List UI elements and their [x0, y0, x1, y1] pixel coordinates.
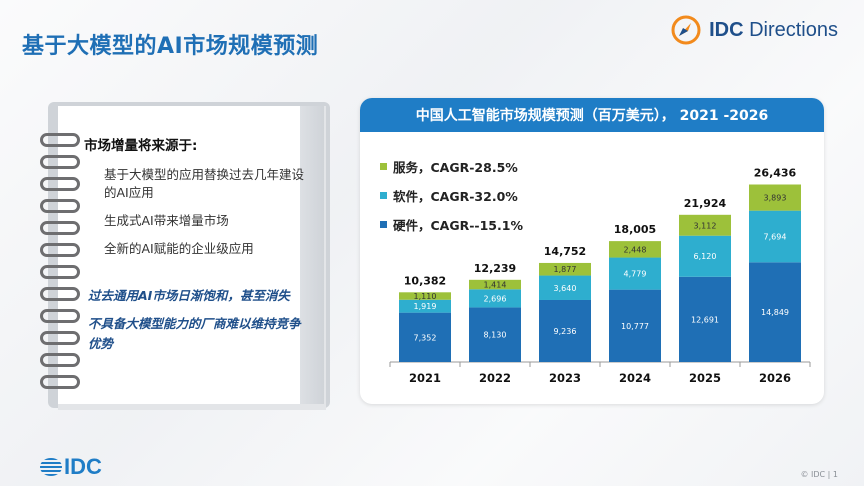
bar-segment	[749, 184, 801, 211]
ring-icon	[40, 326, 80, 348]
bar-segment	[539, 299, 591, 362]
bar-value-label: 1,414	[484, 281, 507, 290]
bar-value-label: 3,640	[554, 284, 577, 293]
bar-total-label: 14,752	[544, 245, 586, 258]
bar-total-label: 21,924	[684, 197, 727, 210]
legend-swatch	[380, 163, 387, 170]
notebook-rings	[40, 128, 80, 392]
legend-item: 硬件，CAGR--15.1%	[380, 210, 523, 239]
ring-icon	[40, 304, 80, 326]
bar-total-label: 26,436	[754, 167, 797, 180]
notes-item: 生成式AI带来增量市场	[104, 213, 229, 228]
bar-segment	[399, 299, 451, 313]
x-tick-label: 2023	[549, 371, 581, 385]
bar-value-label: 1,877	[554, 265, 577, 274]
bar-segment	[469, 279, 521, 290]
idc-globe-icon	[40, 458, 62, 476]
bar-segment	[469, 307, 521, 362]
x-tick-label: 2022	[479, 371, 511, 385]
ring-icon	[40, 348, 80, 370]
chart-panel: 中国人工智能市场规模预测（百万美元）， 2021 -2026 服务，CAGR-2…	[360, 98, 824, 404]
bar-value-label: 7,694	[764, 232, 787, 241]
legend-item: 软件，CAGR-32.0%	[380, 181, 523, 210]
ring-icon	[40, 216, 80, 238]
ring-icon	[40, 150, 80, 172]
bar-value-label: 8,130	[484, 331, 507, 340]
bar-segment	[609, 289, 661, 362]
bar-value-label: 4,779	[624, 270, 647, 279]
bar-segment	[469, 289, 521, 308]
bar-segment	[539, 262, 591, 276]
legend-item: 服务，CAGR-28.5%	[380, 152, 523, 181]
bar-value-label: 7,352	[414, 333, 437, 342]
bar-total-label: 12,239	[474, 262, 516, 275]
bar-value-label: 2,448	[624, 245, 647, 254]
bar-segment	[609, 241, 661, 258]
notes-item: 全新的AI赋能的企业级应用	[104, 241, 254, 256]
x-tick-label: 2025	[689, 371, 721, 385]
bar-segment	[749, 210, 801, 263]
bar-value-label: 1,110	[414, 292, 437, 301]
copyright: © IDC | 1	[800, 470, 838, 479]
bar-total-label: 18,005	[614, 223, 656, 236]
ring-icon	[40, 282, 80, 304]
idc-directions-logo: IDC Directions	[671, 14, 838, 46]
bar-value-label: 10,777	[621, 322, 649, 331]
chart-panel-header: 中国人工智能市场规模预测（百万美元）， 2021 -2026	[360, 98, 824, 132]
legend-swatch	[380, 221, 387, 228]
bar-segment	[609, 257, 661, 290]
bar-segment	[399, 312, 451, 362]
bar-segment	[679, 235, 731, 277]
x-tick-label: 2021	[409, 371, 441, 385]
bar-value-label: 3,893	[764, 194, 787, 203]
ring-icon	[40, 128, 80, 150]
x-tick-label: 2024	[619, 371, 651, 385]
bar-value-label: 14,849	[761, 308, 789, 317]
slide-title: 基于大模型的AI市场规模预测	[22, 34, 319, 59]
bar-value-label: 9,236	[554, 327, 577, 336]
ring-icon	[40, 172, 80, 194]
ring-icon	[40, 238, 80, 260]
ring-icon	[40, 260, 80, 282]
notes-panel: 市场增量将来源于: 基于大模型的应用替换过去几年建设的AI应用 生成式AI带来增…	[84, 134, 306, 362]
logo-text: IDC Directions	[709, 18, 838, 41]
ring-icon	[40, 370, 80, 392]
bar-value-label: 1,919	[414, 302, 437, 311]
bar-value-label: 2,696	[484, 294, 507, 303]
notes-emphasis: 过去通用AI市场日渐饱和，甚至消失	[88, 288, 290, 303]
notes-item: 基于大模型的应用替换过去几年建设的AI应用	[104, 167, 305, 200]
bar-value-label: 6,120	[694, 252, 717, 261]
notes-heading: 市场增量将来源于:	[84, 138, 198, 154]
bar-total-label: 10,382	[404, 274, 446, 287]
legend-swatch	[380, 192, 387, 199]
bar-value-label: 12,691	[691, 315, 719, 324]
x-tick-label: 2026	[759, 371, 791, 385]
notebook-page	[58, 106, 326, 410]
compass-logo-icon	[671, 15, 701, 45]
bar-segment	[539, 275, 591, 300]
notebook-page-edge	[300, 106, 324, 404]
chart-legend: 服务，CAGR-28.5% 软件，CAGR-32.0% 硬件，CAGR--15.…	[380, 152, 523, 239]
bar-value-label: 3,112	[694, 221, 717, 230]
bar-segment	[679, 276, 731, 362]
footer-idc-logo: IDC	[40, 454, 102, 480]
bar-segment	[679, 214, 731, 236]
bar-segment	[749, 262, 801, 362]
notes-emphasis: 不具备大模型能力的厂商难以维持竞争优势	[88, 316, 301, 351]
ring-icon	[40, 194, 80, 216]
bar-segment	[399, 292, 451, 300]
